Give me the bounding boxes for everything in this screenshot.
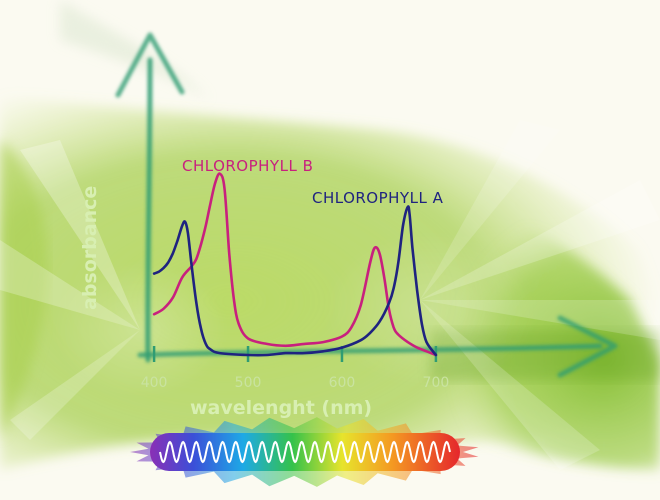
x-axis-line bbox=[137, 343, 603, 358]
series-lines bbox=[152, 172, 438, 357]
spectrum-wave bbox=[159, 440, 451, 464]
x-tick-label-500: 500 bbox=[235, 375, 262, 391]
series-label-chlorophyll-a: CHLOROPHYLL A bbox=[312, 189, 444, 207]
x-tick-label-700: 700 bbox=[423, 375, 450, 391]
x-tick-label-400: 400 bbox=[141, 375, 168, 391]
y-axis-line bbox=[145, 57, 153, 363]
series-label-chlorophyll-b: CHLOROPHYLL B bbox=[182, 157, 313, 175]
series-line-chlorophyll-b bbox=[152, 172, 438, 357]
y-axis-arrow bbox=[115, 32, 185, 98]
x-ticks: 400 500 600 700 bbox=[141, 346, 450, 391]
y-axis-title: absorbance bbox=[79, 186, 101, 310]
spectrum-bar bbox=[130, 417, 479, 487]
x-axis-arrow bbox=[557, 315, 618, 378]
x-tick-label-600: 600 bbox=[329, 375, 356, 391]
x-axis-title: wavelenght (nm) bbox=[190, 397, 372, 419]
axes bbox=[115, 32, 618, 378]
series-line-chlorophyll-a bbox=[152, 205, 438, 357]
